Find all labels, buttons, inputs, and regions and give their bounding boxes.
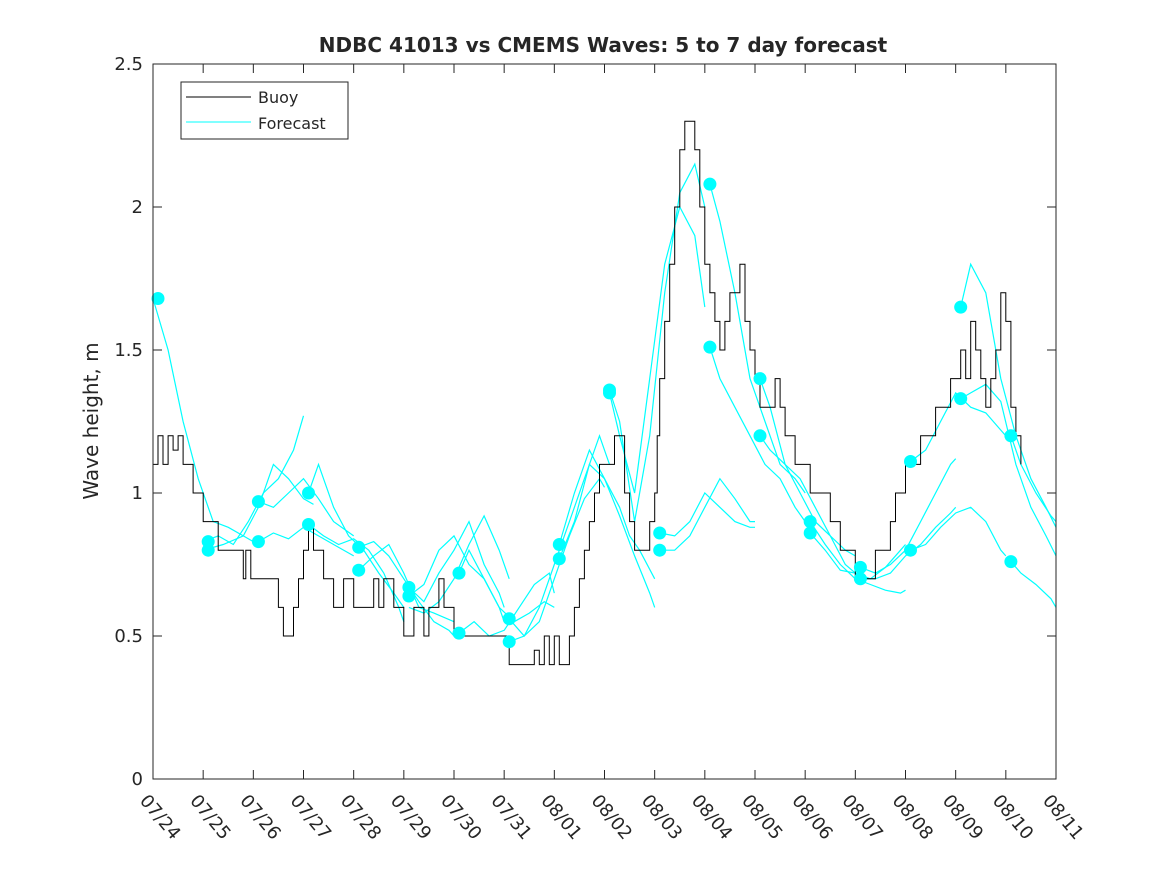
legend: Buoy Forecast — [180, 81, 349, 140]
plot-area — [151, 120, 1057, 666]
forecast-marker-30 — [904, 543, 917, 557]
forecast-marker-24 — [753, 429, 767, 443]
chart-title: NDBC 41013 vs CMEMS Waves: 5 to 7 day fo… — [319, 33, 888, 57]
legend-label-forecast: Forecast — [258, 114, 326, 133]
forecast-marker-5 — [302, 486, 315, 500]
y-tick-label-3: 1.5 — [114, 340, 143, 361]
forecast-marker-22 — [703, 340, 717, 354]
forecast-line-18 — [608, 162, 706, 522]
y-tick-label-5: 2.5 — [114, 54, 143, 75]
forecast-marker-20 — [653, 543, 667, 557]
forecast-line-28 — [860, 458, 957, 574]
forecast-marker-19 — [653, 526, 667, 540]
forecast-marker-3 — [251, 495, 265, 509]
forecast-line-2 — [203, 463, 314, 551]
forecast-line-25 — [759, 435, 856, 557]
forecast-marker-29 — [904, 455, 917, 468]
forecast-line-21 — [659, 477, 755, 551]
forecast-line-20 — [659, 492, 755, 537]
forecast-marker-33 — [1004, 429, 1018, 443]
forecast-marker-16 — [552, 552, 566, 566]
forecast-line-3 — [258, 477, 355, 537]
forecast-marker-25 — [803, 515, 817, 529]
forecast-marker-13 — [502, 612, 516, 626]
forecast-line-17 — [558, 463, 656, 608]
forecast-marker-18 — [603, 386, 616, 400]
forecast-marker-6 — [302, 518, 315, 531]
forecast-marker-23 — [753, 372, 767, 386]
forecast-marker-12 — [452, 626, 466, 640]
forecast-marker-21 — [703, 177, 717, 191]
forecast-marker-8 — [352, 563, 366, 577]
forecast-marker-15 — [552, 538, 566, 551]
forecast-marker-2 — [201, 543, 215, 557]
forecast-line-8 — [358, 543, 455, 623]
legend-box — [180, 81, 349, 140]
forecast-marker-31 — [954, 300, 968, 314]
y-tick-label-1: 0.5 — [114, 626, 143, 647]
y-tick-label-0: 0 — [132, 769, 143, 790]
forecast-marker-11 — [452, 566, 466, 580]
forecast-line-9 — [408, 520, 505, 608]
forecast-marker-32 — [954, 392, 968, 406]
legend-label-buoy: Buoy — [258, 88, 298, 107]
y-tick-label-2: 1 — [132, 483, 143, 504]
forecast-line-23 — [709, 346, 806, 522]
forecast-line-11 — [408, 514, 510, 614]
forecast-marker-0 — [151, 292, 165, 305]
y-axis-label: Wave height, m — [79, 342, 103, 499]
forecast-marker-27 — [853, 560, 867, 574]
forecast-line-19 — [608, 205, 706, 494]
forecast-line-32 — [960, 262, 1057, 528]
forecast-line-31 — [910, 506, 1007, 557]
forecast-marker-26 — [803, 526, 817, 540]
forecast-line-24 — [759, 378, 856, 574]
forecast-line-16 — [558, 448, 656, 580]
forecast-marker-4 — [251, 535, 265, 549]
forecast-line-0 — [152, 298, 254, 543]
forecast-line-34 — [1010, 435, 1057, 522]
forecast-marker-34 — [1004, 555, 1018, 569]
y-tick-label-4: 2 — [132, 197, 143, 218]
forecast-marker-28 — [853, 572, 867, 586]
forecast-marker-14 — [502, 635, 516, 649]
forecast-line-22 — [709, 183, 806, 494]
forecast-marker-7 — [352, 540, 366, 554]
forecast-line-35 — [1010, 561, 1057, 608]
forecast-marker-10 — [402, 589, 416, 603]
